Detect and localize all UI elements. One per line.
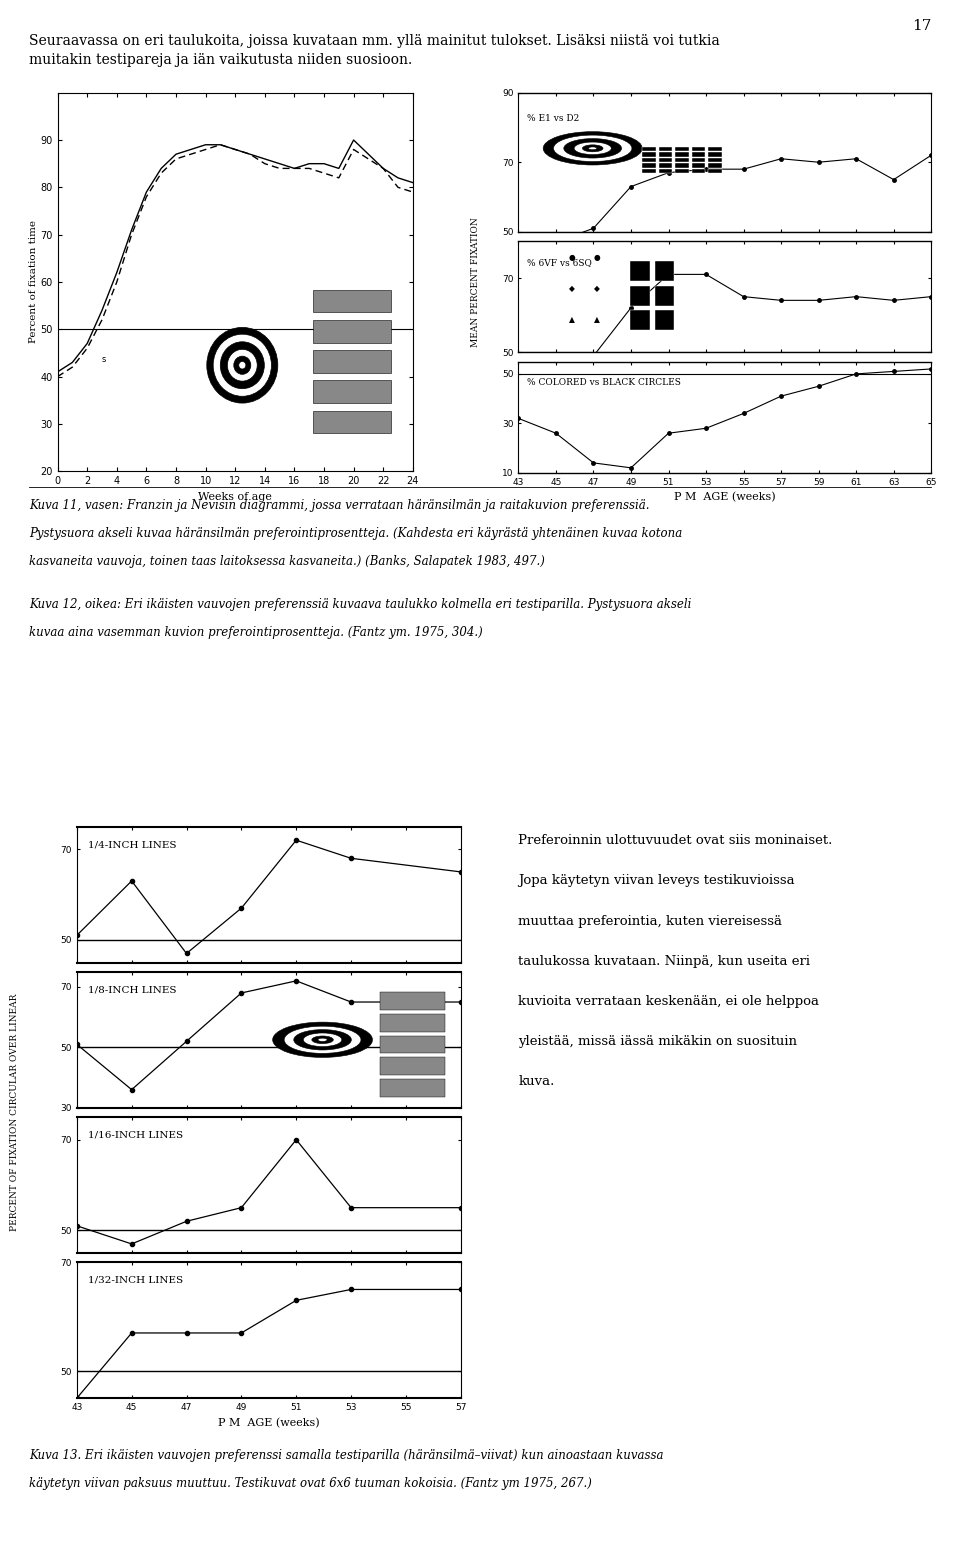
Bar bbox=[380, 1014, 445, 1032]
Text: % 6VF vs 6SQ: % 6VF vs 6SQ bbox=[527, 258, 591, 267]
Bar bbox=[659, 164, 672, 168]
Text: 1/8-INCH LINES: 1/8-INCH LINES bbox=[88, 986, 177, 995]
Circle shape bbox=[318, 1038, 327, 1041]
Bar bbox=[708, 147, 722, 151]
Circle shape bbox=[294, 1029, 351, 1051]
Bar bbox=[380, 992, 445, 1010]
Text: ▲: ▲ bbox=[569, 315, 575, 324]
Circle shape bbox=[583, 145, 603, 151]
Bar bbox=[630, 261, 650, 281]
Text: 1/32-INCH LINES: 1/32-INCH LINES bbox=[88, 1276, 183, 1285]
Text: muuttaa preferointia, kuten viereisessä: muuttaa preferointia, kuten viereisessä bbox=[518, 915, 782, 927]
Text: kasvaneita vauvoja, toinen taas laitoksessa kasvaneita.) (Banks, Salapatek 1983,: kasvaneita vauvoja, toinen taas laitokse… bbox=[29, 555, 544, 567]
Bar bbox=[708, 168, 722, 173]
Bar bbox=[642, 147, 656, 151]
Text: MEAN PERCENT FIXATION: MEAN PERCENT FIXATION bbox=[470, 218, 480, 346]
Bar bbox=[692, 164, 706, 168]
Bar bbox=[313, 351, 392, 372]
Circle shape bbox=[239, 362, 246, 369]
Text: % COLORED vs BLACK CIRCLES: % COLORED vs BLACK CIRCLES bbox=[527, 379, 681, 388]
Text: 1/16-INCH LINES: 1/16-INCH LINES bbox=[88, 1131, 183, 1140]
Text: taulukossa kuvataan. Niinpä, kun useita eri: taulukossa kuvataan. Niinpä, kun useita … bbox=[518, 955, 810, 967]
Text: ◆: ◆ bbox=[594, 284, 600, 294]
Bar bbox=[675, 147, 689, 151]
Bar bbox=[655, 261, 675, 281]
Text: ●: ● bbox=[568, 253, 575, 263]
Circle shape bbox=[273, 1023, 372, 1057]
X-axis label: Weeks of age: Weeks of age bbox=[199, 491, 272, 502]
Bar bbox=[313, 411, 392, 434]
Text: PERCENT OF FIXATION CIRCULAR OVER LINEAR: PERCENT OF FIXATION CIRCULAR OVER LINEAR bbox=[10, 993, 19, 1231]
Text: Jopa käytetyn viivan leveys testikuvioissa: Jopa käytetyn viivan leveys testikuviois… bbox=[518, 874, 795, 887]
Bar bbox=[659, 147, 672, 151]
Bar bbox=[708, 164, 722, 168]
Text: 1/4-INCH LINES: 1/4-INCH LINES bbox=[88, 840, 177, 850]
Text: ◆: ◆ bbox=[569, 284, 575, 294]
Text: 17: 17 bbox=[912, 19, 931, 32]
Bar bbox=[655, 286, 675, 306]
Bar bbox=[380, 1035, 445, 1054]
Bar bbox=[692, 158, 706, 162]
Text: kuva.: kuva. bbox=[518, 1075, 555, 1088]
Circle shape bbox=[220, 341, 264, 389]
Bar bbox=[655, 311, 675, 331]
Text: Kuva 12, oikea: Eri ikäisten vauvojen preferenssiä kuvaava taulukko kolmella eri: Kuva 12, oikea: Eri ikäisten vauvojen pr… bbox=[29, 598, 691, 610]
Bar bbox=[313, 289, 392, 312]
Bar bbox=[659, 168, 672, 173]
Text: yleistää, missä iässä mikäkin on suosituin: yleistää, missä iässä mikäkin on suositu… bbox=[518, 1035, 798, 1048]
Text: ▲: ▲ bbox=[594, 315, 600, 324]
Text: kuvioita verrataan keskenään, ei ole helppoa: kuvioita verrataan keskenään, ei ole hel… bbox=[518, 995, 820, 1007]
Text: Seuraavassa on eri taulukoita, joissa kuvataan mm. yllä mainitut tulokset. Lisäk: Seuraavassa on eri taulukoita, joissa ku… bbox=[29, 34, 720, 48]
Text: Pystysuora akseli kuvaa häränsilmän preferointiprosentteja. (Kahdesta eri käyräs: Pystysuora akseli kuvaa häränsilmän pref… bbox=[29, 527, 682, 539]
Bar bbox=[642, 158, 656, 162]
Text: ●: ● bbox=[593, 253, 600, 263]
Text: kuvaa aina vasemman kuvion preferointiprosentteja. (Fantz ym. 1975, 304.): kuvaa aina vasemman kuvion preferointipr… bbox=[29, 626, 483, 638]
Text: Kuva 11, vasen: Franzin ja Nevisin diagrammi, jossa verrataan häränsilmän ja rai: Kuva 11, vasen: Franzin ja Nevisin diagr… bbox=[29, 499, 649, 511]
Text: muitakin testipareja ja iän vaikutusta niiden suosioon.: muitakin testipareja ja iän vaikutusta n… bbox=[29, 53, 412, 66]
Circle shape bbox=[206, 328, 277, 403]
Bar bbox=[675, 168, 689, 173]
Text: Preferoinnin ulottuvuudet ovat siis moninaiset.: Preferoinnin ulottuvuudet ovat siis moni… bbox=[518, 834, 832, 847]
Bar bbox=[708, 158, 722, 162]
Bar bbox=[692, 147, 706, 151]
Circle shape bbox=[303, 1034, 342, 1046]
Bar bbox=[675, 158, 689, 162]
Circle shape bbox=[228, 349, 257, 382]
Circle shape bbox=[574, 142, 612, 154]
Bar bbox=[642, 168, 656, 173]
Bar bbox=[313, 380, 392, 403]
Bar bbox=[675, 151, 689, 156]
Bar bbox=[380, 1057, 445, 1075]
Bar bbox=[380, 1080, 445, 1097]
Circle shape bbox=[284, 1026, 361, 1054]
Bar bbox=[642, 164, 656, 168]
X-axis label: P M  AGE (weeks): P M AGE (weeks) bbox=[674, 493, 776, 502]
Bar bbox=[659, 151, 672, 156]
X-axis label: P M  AGE (weeks): P M AGE (weeks) bbox=[218, 1418, 320, 1428]
Circle shape bbox=[543, 131, 642, 165]
Text: % E1 vs D2: % E1 vs D2 bbox=[527, 114, 579, 122]
Bar bbox=[708, 151, 722, 156]
Bar bbox=[630, 286, 650, 306]
Circle shape bbox=[312, 1037, 333, 1043]
Bar bbox=[642, 151, 656, 156]
Circle shape bbox=[564, 139, 622, 158]
Circle shape bbox=[213, 334, 272, 396]
Bar bbox=[675, 164, 689, 168]
Text: s: s bbox=[102, 355, 107, 365]
Bar bbox=[692, 151, 706, 156]
Bar bbox=[692, 168, 706, 173]
Y-axis label: Percent of fixation time: Percent of fixation time bbox=[29, 221, 37, 343]
Circle shape bbox=[554, 134, 632, 162]
Circle shape bbox=[234, 357, 251, 374]
Bar bbox=[659, 158, 672, 162]
Circle shape bbox=[588, 147, 597, 150]
Text: käytetyn viivan paksuus muuttuu. Testikuvat ovat 6x6 tuuman kokoisia. (Fantz ym : käytetyn viivan paksuus muuttuu. Testiku… bbox=[29, 1477, 591, 1489]
Bar bbox=[630, 311, 650, 331]
Bar bbox=[313, 320, 392, 343]
Text: Kuva 13. Eri ikäisten vauvojen preferenssi samalla testiparilla (häränsilmä–viiv: Kuva 13. Eri ikäisten vauvojen preferens… bbox=[29, 1449, 663, 1462]
